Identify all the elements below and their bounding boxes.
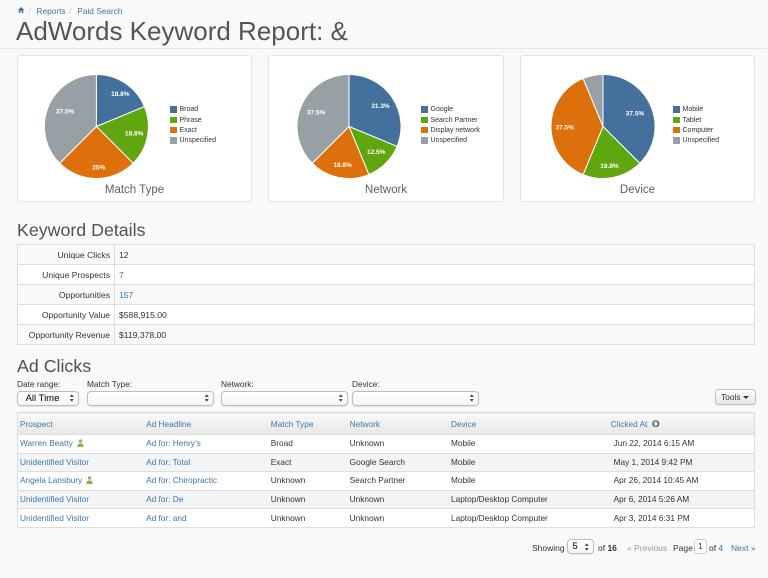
svg-text:37.5%: 37.5% [307,110,326,117]
svg-text:18.8%: 18.8% [111,91,130,98]
svg-text:18.8%: 18.8% [125,130,144,137]
svg-text:37.5%: 37.5% [56,109,75,116]
svg-text:18.8%: 18.8% [600,163,619,170]
svg-text:31.3%: 31.3% [371,103,390,110]
svg-text:37.5%: 37.5% [626,110,645,117]
svg-text:37.5%: 37.5% [555,124,574,131]
svg-text:25%: 25% [92,165,105,172]
svg-text:12.5%: 12.5% [367,149,386,156]
svg-text:18.8%: 18.8% [333,162,352,169]
